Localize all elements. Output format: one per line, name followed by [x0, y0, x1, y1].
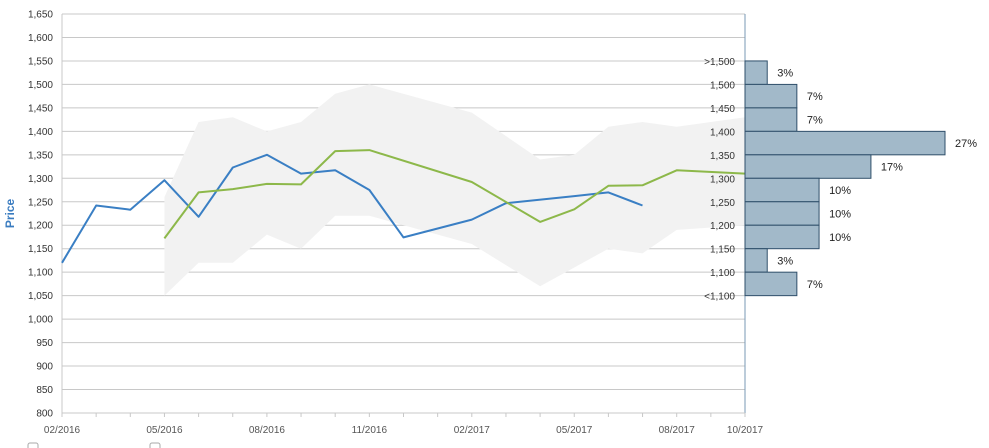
- y-tick-label: 1,650: [28, 10, 53, 21]
- legend-checkboxes[interactable]: [27, 442, 161, 448]
- y-tick-label: 1,300: [28, 174, 53, 185]
- x-tick-label: 02/2017: [454, 425, 491, 436]
- histogram-bar: [744, 201, 820, 226]
- x-axis-ticks: 02/2016 05/2016 08/2016 11/2016 02/2017 05/20…: [44, 413, 764, 436]
- y-axis-label: Price: [3, 198, 17, 228]
- histogram-bin-label: 1,150: [710, 245, 735, 256]
- x-tick-label: 02/2016: [44, 425, 81, 436]
- histogram-bar: [744, 130, 946, 156]
- histogram-bar: [744, 177, 820, 203]
- histogram-percent-label: 10%: [829, 232, 851, 244]
- histogram-bin-label: 1,100: [710, 268, 735, 279]
- y-tick-label: 1,550: [28, 56, 53, 67]
- histogram-bar: [744, 107, 798, 132]
- histogram-bar: [744, 271, 798, 297]
- x-tick-label: 11/2016: [352, 425, 388, 436]
- y-axis-ticks: 800 850 900 950 1,000 1,050 1,100 1,150 1,200 1,2…: [28, 10, 53, 420]
- x-tick-label: 08/2017: [659, 425, 696, 436]
- histogram-percent-label: 3%: [777, 68, 793, 80]
- x-tick-label: 10/2017: [727, 425, 764, 436]
- y-tick-label: 1,200: [28, 221, 53, 232]
- x-tick-label: 05/2016: [146, 425, 183, 436]
- legend-checkbox: [149, 442, 161, 448]
- y-tick-label: 1,000: [28, 315, 53, 326]
- range-band: [164, 84, 745, 296]
- price-histogram: >1,500 3% 1,500 7% 1,450 7% 1,400 27% 1,350 17% 1,…: [704, 57, 977, 303]
- histogram-bin-label: 1,400: [710, 127, 735, 138]
- series-line-blue: [61, 153, 643, 264]
- histogram-bin-label: <1,100: [704, 292, 735, 303]
- y-tick-label: 1,250: [28, 197, 53, 208]
- histogram-bar: [744, 224, 820, 250]
- histogram-percent-label: 7%: [807, 91, 823, 103]
- histogram-percent-label: 10%: [829, 209, 851, 221]
- legend-checkbox: [27, 442, 39, 448]
- histogram-bin-label: 1,200: [710, 221, 735, 232]
- y-tick-label: 1,600: [28, 33, 53, 44]
- y-tick-label: 1,050: [28, 291, 53, 302]
- y-tick-label: 950: [36, 338, 53, 349]
- histogram-bar: [744, 60, 768, 85]
- histogram-percent-label: 3%: [777, 255, 793, 267]
- histogram-bar: [744, 248, 768, 273]
- y-tick-label: 850: [36, 385, 53, 396]
- y-tick-label: 1,350: [28, 150, 53, 161]
- histogram-bin-label: 1,500: [710, 80, 735, 91]
- y-tick-label: 900: [36, 362, 53, 373]
- y-tick-label: 1,450: [28, 103, 53, 114]
- series-lines: [61, 149, 746, 264]
- histogram-percent-label: 27%: [955, 138, 977, 150]
- histogram-bar: [744, 83, 798, 109]
- histogram-percent-label: 7%: [807, 279, 823, 291]
- histogram-percent-label: 10%: [829, 185, 851, 197]
- y-tick-label: 1,150: [28, 244, 53, 255]
- y-tick-label: 1,100: [28, 268, 53, 279]
- histogram-percent-label: 17%: [881, 162, 903, 174]
- histogram-bin-label: 1,250: [710, 198, 735, 209]
- series-line-green: [163, 149, 746, 239]
- histogram-bin-label: >1,500: [704, 57, 735, 68]
- histogram-bin-label: 1,300: [710, 174, 735, 185]
- y-tick-label: 1,500: [28, 80, 53, 91]
- x-tick-label: 08/2016: [249, 425, 286, 436]
- y-tick-label: 800: [36, 409, 53, 420]
- histogram-percent-label: 7%: [807, 115, 823, 127]
- histogram-bin-label: 1,450: [710, 104, 735, 115]
- y-tick-label: 1,400: [28, 127, 53, 138]
- histogram-bar: [744, 154, 872, 179]
- x-tick-label: 05/2017: [556, 425, 593, 436]
- histogram-bin-label: 1,350: [710, 151, 735, 162]
